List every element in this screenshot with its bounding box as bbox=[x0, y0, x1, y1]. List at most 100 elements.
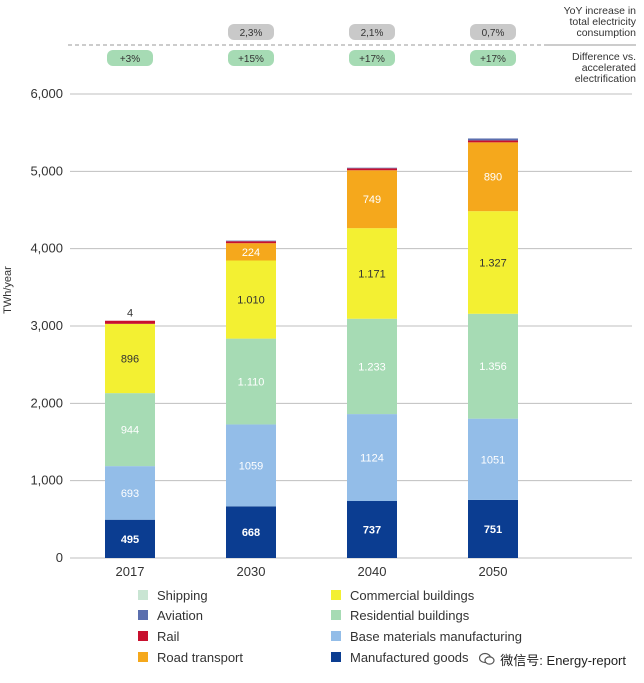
wechat-icon bbox=[479, 652, 495, 665]
bar-segment bbox=[105, 320, 155, 324]
legend-label: Commercial buildings bbox=[350, 587, 475, 603]
yoy-badge bbox=[470, 24, 516, 40]
bar-segment bbox=[468, 211, 518, 314]
yoy-badge-label: 0,7% bbox=[482, 28, 505, 39]
legend-label: Manufactured goods bbox=[350, 649, 469, 665]
bar-segment bbox=[105, 393, 155, 467]
bar-value-label: 668 bbox=[242, 527, 260, 539]
difference-badge-label: +17% bbox=[480, 54, 506, 65]
difference-badge-label: +15% bbox=[238, 54, 264, 65]
yoy-badge bbox=[349, 24, 395, 40]
bar-segment bbox=[468, 138, 518, 141]
x-tick-label: 2050 bbox=[479, 564, 508, 579]
legend-swatch bbox=[331, 610, 341, 620]
y-axis-label: TWh/year bbox=[2, 266, 14, 314]
bar-segment bbox=[468, 499, 518, 558]
bar-segment bbox=[347, 168, 397, 171]
bar-value-label: 1.327 bbox=[479, 257, 507, 269]
difference-badge bbox=[107, 50, 153, 66]
bar-segment bbox=[226, 338, 276, 425]
legend-item-residential-buildings: Residential buildings bbox=[331, 606, 469, 624]
bar-segment bbox=[105, 519, 155, 558]
legend-swatch bbox=[138, 652, 148, 662]
legend-item-commercial-buildings: Commercial buildings bbox=[331, 586, 474, 604]
bar-top-label: 4 bbox=[127, 308, 133, 320]
difference-badge bbox=[228, 50, 274, 66]
x-tick-label: 2030 bbox=[237, 564, 266, 579]
bar-value-label: 896 bbox=[121, 353, 139, 365]
y-tick-label: 4,000 bbox=[30, 241, 63, 256]
yoy-badge-label: 2,1% bbox=[361, 28, 384, 39]
bar-value-label: 495 bbox=[121, 534, 139, 546]
bar-value-label: 224 bbox=[242, 247, 260, 259]
legend-swatch bbox=[138, 590, 148, 600]
bar-segment bbox=[226, 240, 276, 242]
bar-value-label: 1.110 bbox=[238, 377, 265, 389]
legend-label: Shipping bbox=[157, 587, 208, 603]
bar-segment bbox=[226, 243, 276, 261]
y-tick-label: 3,000 bbox=[30, 318, 63, 333]
y-tick-label: 0 bbox=[56, 550, 63, 565]
bar-value-label: 751 bbox=[484, 524, 502, 536]
bar-value-label: 944 bbox=[121, 425, 139, 437]
y-tick-label: 5,000 bbox=[30, 163, 63, 178]
bar-value-label: 1059 bbox=[239, 460, 263, 472]
legend-item-rail: Rail bbox=[138, 627, 179, 645]
x-tick-label: 2017 bbox=[116, 564, 145, 579]
legend-swatch bbox=[331, 631, 341, 641]
yoy-badge-label: 2,3% bbox=[240, 28, 263, 39]
difference-header-line: Difference vs. bbox=[572, 51, 636, 63]
y-tick-label: 6,000 bbox=[30, 86, 63, 101]
bar-value-label: 1124 bbox=[360, 453, 384, 465]
bar-segment bbox=[347, 501, 397, 558]
x-tick-label: 2040 bbox=[358, 564, 387, 579]
legend-item-manufactured-goods: Manufactured goods bbox=[331, 648, 469, 666]
legend-item-base-materials: Base materials manufacturing bbox=[331, 627, 522, 645]
legend-swatch bbox=[138, 610, 148, 620]
legend-item-road-transport: Road transport bbox=[138, 648, 243, 666]
legend-swatch bbox=[331, 590, 341, 600]
bar-value-label: 1.171 bbox=[358, 268, 386, 280]
y-tick-label: 2,000 bbox=[30, 395, 63, 410]
bar-value-label: 1.356 bbox=[479, 361, 507, 373]
bar-segment bbox=[347, 318, 397, 415]
bar-segment bbox=[105, 323, 155, 394]
yoy-badge bbox=[228, 24, 274, 40]
bar-segment bbox=[468, 313, 518, 419]
legend-label: Aviation bbox=[157, 607, 204, 623]
legend-label: Rail bbox=[157, 628, 180, 644]
bar-segment bbox=[226, 241, 276, 244]
bar-segment bbox=[347, 414, 397, 502]
legend-label: Base materials manufacturing bbox=[350, 628, 522, 644]
bar-segment bbox=[347, 167, 397, 169]
difference-badge bbox=[470, 50, 516, 66]
bar-segment bbox=[226, 424, 276, 507]
bar-value-label: 737 bbox=[363, 525, 381, 537]
yoy-header-line: YoY increase in bbox=[564, 5, 637, 17]
difference-badge-label: +3% bbox=[120, 54, 140, 65]
yoy-header-line: consumption bbox=[576, 27, 636, 39]
stacked-bar-chart: 0 1,000 2,000 3,000 4,000 5,000 6,000 TWh/year Y… bbox=[2, 5, 637, 579]
bar-segment bbox=[226, 260, 276, 339]
legend-swatch bbox=[331, 652, 341, 662]
bar-segment bbox=[226, 506, 276, 558]
difference-badge-label: +17% bbox=[359, 54, 385, 65]
bar-segment bbox=[347, 228, 397, 319]
bar-segment bbox=[468, 142, 518, 212]
bar-segment bbox=[105, 466, 155, 520]
bar-value-label: 890 bbox=[484, 172, 502, 184]
legend-label: Residential buildings bbox=[350, 607, 470, 623]
bar-segment bbox=[468, 140, 518, 143]
bar-value-label: 1051 bbox=[481, 454, 505, 466]
bar-value-label: 1.010 bbox=[237, 295, 265, 307]
wechat-watermark: 微信号: Energy-report bbox=[475, 649, 630, 669]
bar-value-label: 749 bbox=[363, 194, 381, 206]
bar-segment bbox=[347, 170, 397, 229]
difference-badge bbox=[349, 50, 395, 66]
watermark-text: 微信号: Energy-report bbox=[500, 652, 626, 668]
legend-label: Road transport bbox=[157, 649, 243, 665]
yoy-header-line: total electricity bbox=[569, 16, 636, 28]
bar-value-label: 1.233 bbox=[358, 361, 386, 373]
difference-header-line: electrification bbox=[575, 73, 636, 85]
y-tick-label: 1,000 bbox=[30, 473, 63, 488]
